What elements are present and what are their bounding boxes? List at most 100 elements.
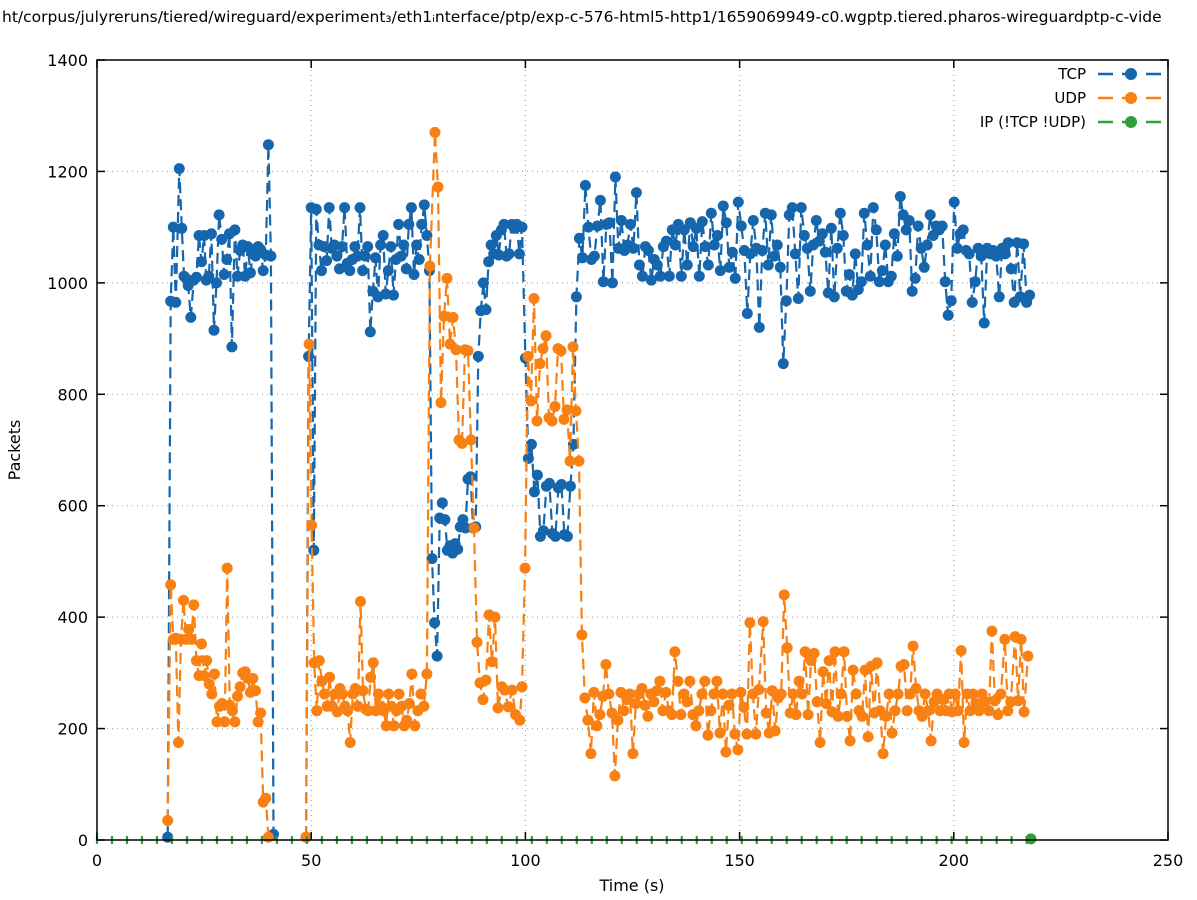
- data-point: [648, 696, 660, 708]
- data-point: [426, 553, 438, 565]
- data-point: [986, 625, 998, 637]
- data-point: [666, 709, 678, 721]
- data-point: [418, 700, 430, 712]
- data-point: [582, 221, 594, 233]
- data-point: [850, 688, 862, 700]
- legend-item: UDP: [1054, 89, 1164, 107]
- data-point: [344, 265, 356, 277]
- data-point: [775, 688, 787, 700]
- data-point: [1025, 833, 1037, 845]
- data-point: [876, 265, 888, 277]
- data-point: [537, 343, 549, 355]
- data-point: [178, 594, 189, 606]
- data-point: [208, 668, 220, 680]
- data-point: [948, 196, 960, 208]
- data-point: [831, 242, 843, 254]
- data-point: [388, 720, 400, 732]
- data-point: [889, 705, 901, 717]
- data-point: [432, 181, 444, 193]
- data-point: [229, 224, 241, 236]
- data-point: [714, 265, 726, 277]
- data-point: [603, 217, 615, 229]
- data-point: [1018, 706, 1030, 718]
- data-point: [781, 642, 793, 654]
- data-point: [796, 688, 808, 700]
- data-point: [321, 255, 333, 267]
- data-point: [787, 688, 799, 700]
- data-point: [388, 289, 399, 301]
- data-point: [951, 242, 963, 254]
- data-point: [373, 688, 384, 700]
- data-point: [311, 705, 323, 717]
- legend-marker: [1125, 68, 1137, 80]
- data-point: [693, 705, 705, 717]
- data-point: [702, 259, 714, 271]
- data-point: [173, 163, 185, 175]
- data-point: [900, 224, 912, 236]
- data-point: [789, 248, 801, 260]
- data-point: [651, 685, 663, 697]
- data-point: [416, 218, 428, 230]
- data-point: [1002, 705, 1014, 717]
- data-point: [244, 267, 256, 279]
- data-point: [485, 239, 497, 251]
- y-tick-label: 1200: [47, 162, 88, 181]
- axes: [96, 59, 1169, 841]
- data-point: [696, 216, 708, 228]
- data-point: [877, 748, 889, 760]
- data-point: [468, 522, 480, 534]
- data-point: [630, 187, 642, 199]
- data-point: [919, 688, 931, 700]
- data-point: [232, 270, 243, 282]
- data-point: [964, 705, 976, 717]
- data-point: [870, 224, 882, 236]
- data-point: [503, 248, 515, 260]
- data-point: [696, 688, 708, 700]
- data-point: [979, 696, 991, 708]
- data-point: [355, 596, 366, 607]
- data-point: [594, 709, 606, 721]
- data-point: [1005, 263, 1017, 275]
- data-point: [921, 239, 933, 251]
- data-point: [465, 471, 477, 483]
- data-point: [205, 228, 217, 240]
- data-point: [814, 737, 826, 748]
- data-point: [973, 705, 985, 717]
- y-tick-label: 800: [57, 385, 88, 404]
- data-point: [252, 716, 264, 728]
- data-point: [537, 525, 549, 537]
- data-point: [925, 735, 937, 747]
- data-point: [585, 748, 597, 760]
- data-point: [489, 611, 501, 623]
- plot-border: [96, 59, 1169, 841]
- data-point: [216, 233, 228, 245]
- data-point: [966, 296, 978, 308]
- data-point: [811, 696, 823, 708]
- data-point: [337, 688, 348, 700]
- data-point: [582, 714, 594, 726]
- data-point: [447, 311, 459, 323]
- data-point: [465, 434, 477, 446]
- data-point: [486, 656, 498, 668]
- tick-labels: 0 50 100 150 200 250 0 200 400 600 800 1000 1200 1400: [47, 51, 1183, 870]
- data-point: [1022, 650, 1034, 662]
- data-point: [828, 291, 840, 303]
- data-point: [1012, 695, 1024, 707]
- data-point: [185, 311, 197, 323]
- data-point: [958, 737, 970, 748]
- data-point: [226, 705, 238, 717]
- data-point: [765, 209, 777, 221]
- data-point: [597, 276, 609, 288]
- data-point: [993, 291, 1005, 303]
- data-point: [838, 646, 850, 658]
- data-point: [190, 271, 202, 283]
- data-point: [871, 657, 883, 669]
- data-point: [837, 230, 849, 241]
- data-point: [564, 480, 576, 492]
- data-point: [823, 655, 835, 667]
- data-point: [942, 309, 954, 321]
- legend-label: UDP: [1054, 89, 1086, 107]
- data-point: [540, 330, 552, 342]
- data-point: [549, 401, 561, 412]
